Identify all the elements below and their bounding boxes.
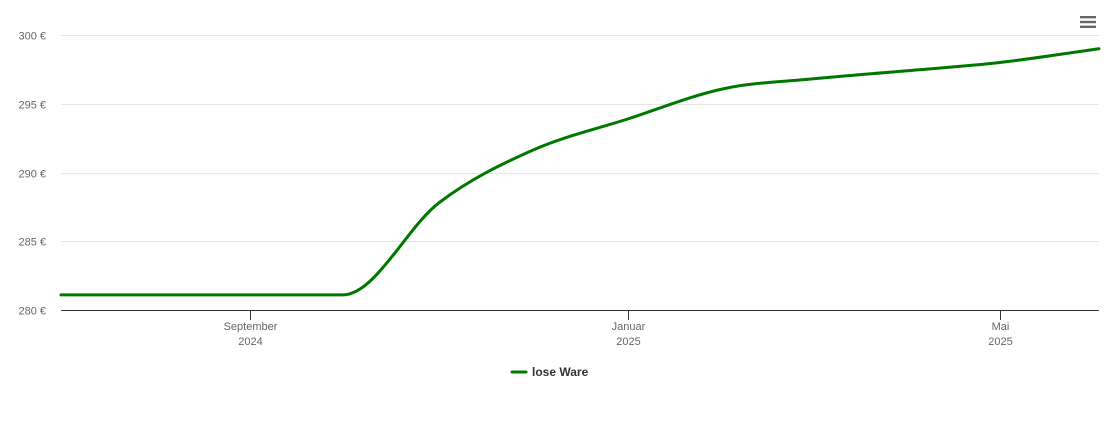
- x-tick-label-year: 2025: [988, 336, 1012, 348]
- y-tick-label: 300 €: [18, 31, 46, 43]
- x-tick-label-year: 2024: [238, 336, 262, 348]
- menu-icon-bar: [1080, 25, 1096, 28]
- series: [59, 47, 1101, 297]
- y-tick-label: 295 €: [18, 100, 46, 112]
- legend-label: lose Ware: [532, 365, 589, 379]
- chart-menu-button[interactable]: [1080, 15, 1096, 29]
- y-tick-label: 290 €: [18, 169, 46, 181]
- menu-icon-bar: [1080, 16, 1096, 19]
- menu-icon-bar: [1080, 20, 1096, 24]
- y-axis: 280 € 285 € 290 € 295 € 300 €: [18, 31, 46, 318]
- y-tick-label: 285 €: [18, 237, 46, 249]
- x-tick-label-year: 2025: [616, 336, 640, 348]
- x-tick-label-month: Januar: [612, 321, 646, 333]
- grid: [61, 35, 1099, 242]
- x-tick-label-month: Mai: [992, 321, 1010, 333]
- y-tick-label: 280 €: [18, 306, 46, 318]
- x-tick-label-month: September: [224, 321, 278, 333]
- series-line[interactable]: [59, 47, 1101, 297]
- x-axis: September 2024 Januar 2025 Mai 2025: [224, 310, 1013, 348]
- legend[interactable]: lose Ware: [510, 365, 589, 379]
